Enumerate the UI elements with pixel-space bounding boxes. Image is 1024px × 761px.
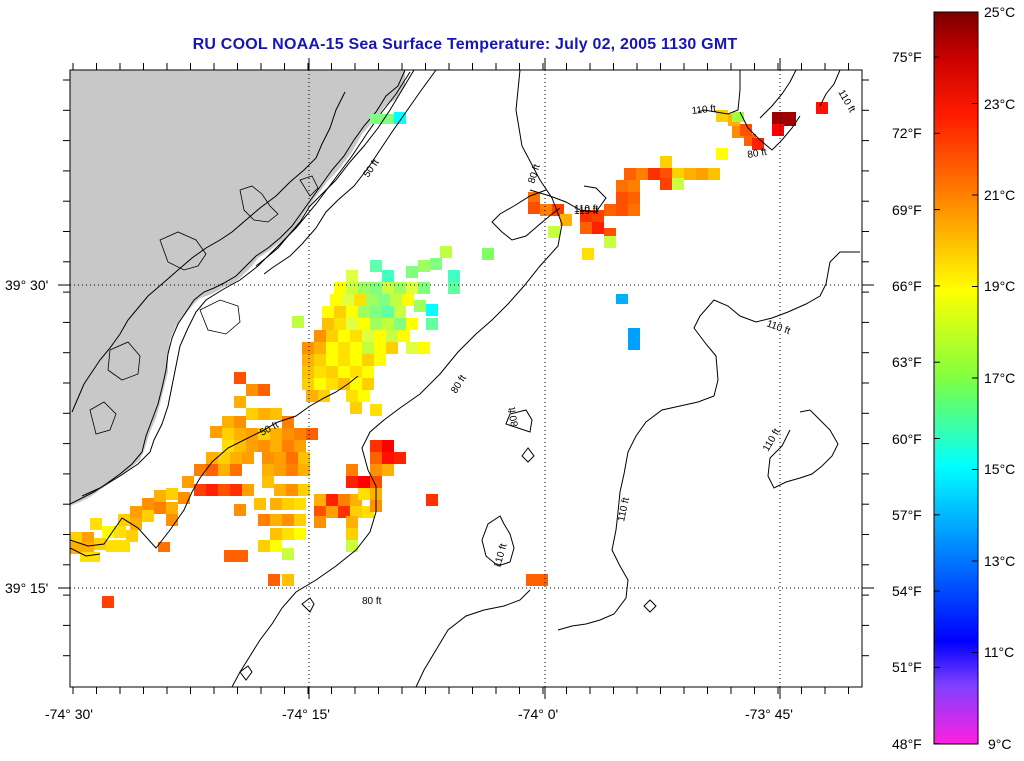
celsius-label: 13°C: [984, 553, 1015, 569]
celsius-label: 9°C: [988, 736, 1012, 752]
coastline: [70, 70, 406, 505]
celsius-label: 15°C: [984, 461, 1015, 477]
contour-label: 80 ft: [526, 163, 543, 185]
fahrenheit-label: 57°F: [892, 507, 922, 523]
celsius-label: 21°C: [984, 187, 1015, 203]
colorbar: [933, 11, 979, 745]
contour-label: 110 ft: [574, 206, 598, 217]
contour-label: 110 ft: [765, 318, 792, 337]
fahrenheit-label: 72°F: [892, 125, 922, 141]
lat-tick-label: 39° 30': [5, 277, 48, 293]
bay-shoreline: [71, 91, 346, 413]
fahrenheit-label: 75°F: [892, 49, 922, 65]
contour-label: 80 ft: [507, 406, 521, 427]
lat-tick-label: 39° 15': [5, 580, 48, 596]
marsh-islands: [89, 175, 319, 435]
celsius-label: 19°C: [984, 278, 1015, 294]
fahrenheit-label: 60°F: [892, 431, 922, 447]
contour-label: 110 ft: [691, 103, 717, 117]
celsius-label: 17°C: [984, 370, 1015, 386]
lon-tick-label: -74° 0': [518, 706, 558, 722]
celsius-label: 25°C: [984, 4, 1015, 20]
fahrenheit-label: 51°F: [892, 659, 922, 675]
contour-label: 110 ft: [574, 204, 598, 215]
contour-label: 80 ft: [747, 147, 768, 161]
lon-tick-label: -73° 45': [745, 706, 793, 722]
lon-tick-label: -74° 15': [282, 706, 330, 722]
land-area: [70, 70, 405, 506]
map-frame: [69, 69, 863, 688]
bathymetry-contours: [70, 70, 860, 687]
fahrenheit-label: 69°F: [892, 202, 922, 218]
contour-label: 110 ft: [835, 88, 857, 115]
axis-ticks: [58, 58, 874, 699]
lon-tick-label: -74° 30': [45, 706, 93, 722]
fahrenheit-label: 54°F: [892, 583, 922, 599]
barrier-island: [81, 71, 411, 497]
graticule: [70, 70, 862, 687]
contour-label: 80 ft: [362, 596, 382, 607]
colorbar-ticks: [934, 11, 978, 745]
sst-pixel-field: [70, 102, 828, 608]
contour-label: 80 ft: [449, 373, 469, 396]
contour-label: 110 ft: [492, 542, 509, 569]
celsius-label: 11°C: [984, 644, 1014, 660]
contour-label: 50 ft: [361, 157, 381, 179]
fahrenheit-label: 48°F: [892, 736, 922, 752]
map-title: RU COOL NOAA-15 Sea Surface Temperature:…: [192, 36, 738, 53]
contour-label: 110 ft: [616, 496, 632, 522]
contour-label: 110 ft: [761, 427, 783, 454]
fahrenheit-label: 63°F: [892, 354, 922, 370]
fahrenheit-label: 66°F: [892, 278, 922, 294]
celsius-label: 23°C: [984, 96, 1015, 112]
